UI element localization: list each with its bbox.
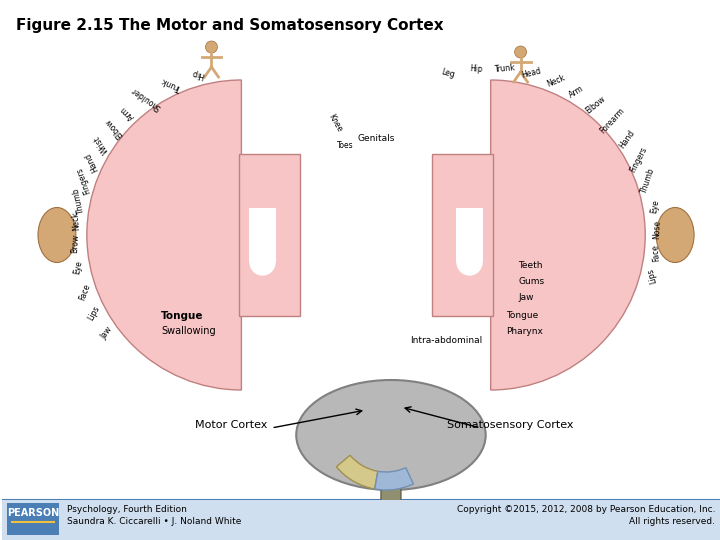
Text: Nose: Nose bbox=[652, 220, 662, 239]
Text: Forearm: Forearm bbox=[598, 106, 626, 136]
Ellipse shape bbox=[656, 207, 694, 262]
Bar bbox=[240, 154, 300, 315]
Text: Jaw: Jaw bbox=[99, 325, 114, 341]
Text: Pharynx: Pharynx bbox=[506, 327, 543, 335]
Text: Shoulder: Shoulder bbox=[130, 85, 163, 112]
Bar bbox=[456, 208, 482, 262]
Text: Hand: Hand bbox=[618, 129, 636, 150]
Text: Genitals: Genitals bbox=[357, 134, 395, 144]
Text: Face: Face bbox=[78, 282, 92, 302]
Text: Swallowing: Swallowing bbox=[161, 326, 216, 336]
Text: Arm: Arm bbox=[567, 84, 585, 100]
Text: Neck: Neck bbox=[545, 73, 566, 89]
Wedge shape bbox=[490, 80, 645, 390]
Text: Eye: Eye bbox=[72, 259, 84, 274]
Text: Teeth: Teeth bbox=[518, 261, 543, 271]
Text: Fingers: Fingers bbox=[629, 145, 649, 173]
Text: Gums: Gums bbox=[518, 277, 544, 286]
Text: Knee: Knee bbox=[326, 113, 343, 134]
Ellipse shape bbox=[296, 380, 486, 490]
Ellipse shape bbox=[249, 248, 276, 276]
Text: Lips: Lips bbox=[646, 267, 659, 284]
Text: Trunk: Trunk bbox=[495, 63, 516, 74]
Text: Neck: Neck bbox=[71, 211, 81, 230]
Text: Fingers: Fingers bbox=[75, 166, 93, 195]
Text: Psychology, Fourth Edition: Psychology, Fourth Edition bbox=[67, 505, 186, 515]
Wedge shape bbox=[87, 80, 241, 390]
Text: Jaw: Jaw bbox=[518, 293, 534, 301]
Text: Figure 2.15 The Motor and Somatosensory Cortex: Figure 2.15 The Motor and Somatosensory … bbox=[16, 18, 444, 33]
Text: Trunk: Trunk bbox=[160, 75, 182, 92]
Text: Hip: Hip bbox=[469, 64, 483, 73]
Bar bbox=[7, 503, 59, 535]
Text: Face: Face bbox=[651, 244, 662, 261]
Text: Copyright ©2015, 2012, 2008 by Pearson Education, Inc.: Copyright ©2015, 2012, 2008 by Pearson E… bbox=[456, 505, 715, 515]
Bar bbox=[432, 154, 492, 315]
Wedge shape bbox=[336, 455, 378, 489]
Text: PEARSON: PEARSON bbox=[7, 508, 59, 518]
Text: Wrist: Wrist bbox=[93, 133, 111, 155]
Text: Somatosensory Cortex: Somatosensory Cortex bbox=[447, 420, 574, 430]
Ellipse shape bbox=[456, 248, 482, 276]
Circle shape bbox=[515, 46, 526, 58]
Text: Saundra K. Ciccarelli • J. Noland White: Saundra K. Ciccarelli • J. Noland White bbox=[67, 517, 241, 526]
Ellipse shape bbox=[38, 207, 76, 262]
FancyBboxPatch shape bbox=[381, 475, 401, 504]
Text: Toes: Toes bbox=[337, 140, 354, 150]
Text: Motor Cortex: Motor Cortex bbox=[195, 420, 268, 430]
Text: Elbow: Elbow bbox=[584, 94, 607, 116]
Bar bbox=[2, 500, 720, 540]
Wedge shape bbox=[374, 468, 413, 490]
Text: Hand: Hand bbox=[84, 151, 100, 173]
Circle shape bbox=[205, 41, 217, 53]
Text: Head: Head bbox=[520, 66, 541, 80]
Text: Thumb: Thumb bbox=[639, 166, 657, 195]
Text: Intra-abdominal: Intra-abdominal bbox=[410, 336, 482, 345]
Text: Thumb: Thumb bbox=[71, 186, 86, 214]
Text: Elbow: Elbow bbox=[103, 116, 125, 139]
Text: Brow: Brow bbox=[70, 234, 80, 253]
Text: Lips: Lips bbox=[87, 305, 102, 322]
Text: Tongue: Tongue bbox=[506, 311, 539, 320]
Text: Hip: Hip bbox=[191, 68, 206, 80]
Bar bbox=[249, 208, 276, 262]
Text: Tongue: Tongue bbox=[161, 310, 204, 321]
Text: Arm: Arm bbox=[119, 104, 137, 122]
Text: All rights reserved.: All rights reserved. bbox=[629, 517, 715, 526]
Text: Eye: Eye bbox=[649, 198, 660, 214]
Text: Leg: Leg bbox=[440, 68, 455, 80]
